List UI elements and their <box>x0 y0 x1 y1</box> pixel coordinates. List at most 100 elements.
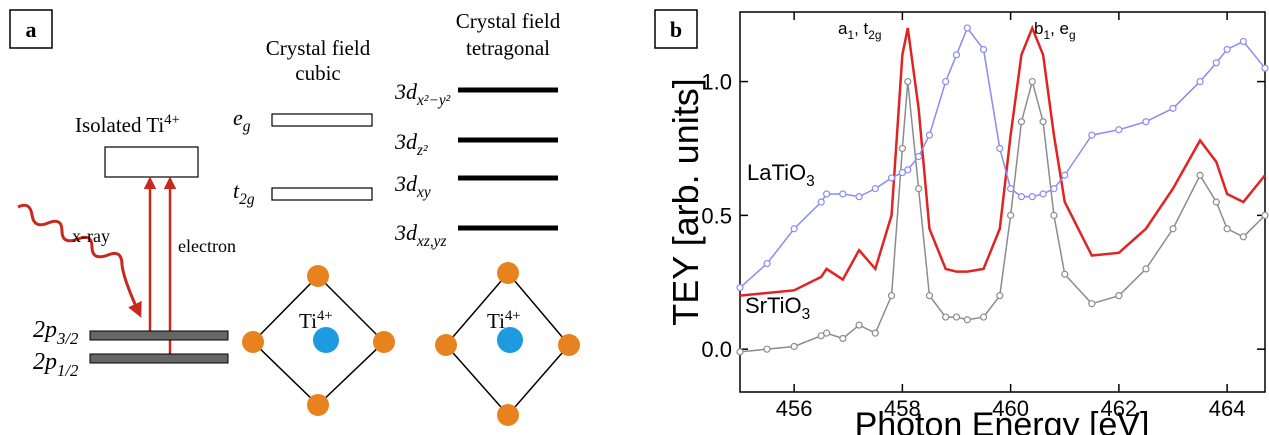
series-marker <box>763 259 771 268</box>
octahedron-cubic: Ti4+ <box>242 265 395 416</box>
series-marker <box>1017 193 1026 201</box>
series-marker <box>790 342 798 351</box>
series-marker <box>1239 37 1247 46</box>
series-marker <box>1039 190 1047 198</box>
series-marker <box>1196 171 1204 179</box>
series-marker <box>925 131 934 139</box>
level-box <box>271 187 373 201</box>
titanium <box>497 327 523 353</box>
series-marker <box>1142 265 1150 273</box>
series-marker <box>1007 211 1015 219</box>
electron-label: electron <box>178 236 236 256</box>
tetragonal-title: Crystal field <box>456 9 561 33</box>
core-level <box>89 330 229 341</box>
series-marker <box>925 292 934 300</box>
series-marker <box>1212 198 1220 206</box>
panel-label: a <box>26 17 37 42</box>
series-marker <box>1039 118 1047 126</box>
oxygen <box>307 265 329 287</box>
series-marker <box>736 348 744 356</box>
level-label: 3dx²−y² <box>394 79 451 109</box>
series-line <box>739 24 1266 297</box>
series-marker <box>887 174 896 182</box>
x-tick-label: 458 <box>884 396 921 421</box>
series-marker <box>979 313 988 321</box>
t2g-label: t2g <box>233 178 255 208</box>
y-tick-label: 0.0 <box>701 337 732 362</box>
oxygen <box>497 262 519 284</box>
oxygen <box>558 334 580 356</box>
series-marker <box>839 334 847 343</box>
panel-b: b TEY [arb. units] Photon Energy [eV] La… <box>654 9 1269 435</box>
octahedron-tetragonal: Ti4+ <box>435 262 580 426</box>
series-marker <box>1261 211 1269 219</box>
series-marker <box>952 51 961 59</box>
series-marker <box>817 332 825 340</box>
series-marker <box>963 24 971 32</box>
series-marker <box>1115 292 1123 300</box>
series-marker <box>1239 233 1247 241</box>
series-marker <box>1088 131 1096 139</box>
oxygen <box>373 331 395 353</box>
series-marker <box>855 193 863 201</box>
panel-label: b <box>670 17 682 42</box>
series-marker <box>915 185 923 193</box>
oxygen <box>497 404 519 426</box>
annotation: a1, t2g <box>838 19 882 42</box>
x-tick-label: 462 <box>1101 396 1138 421</box>
cubic-title: cubic <box>295 61 340 85</box>
series-marker <box>1017 118 1026 126</box>
panel-label-box <box>654 9 698 49</box>
panel-a: a Crystal field cubic Crystal field tetr… <box>9 9 580 426</box>
series-marker <box>871 329 879 337</box>
series-marker <box>1169 225 1177 233</box>
series-marker <box>871 185 879 193</box>
tetragonal-levels: 3dx²−y² 3dz² 3dxy 3dxz,yz <box>394 79 451 250</box>
series-marker <box>736 284 744 292</box>
series-marker <box>1028 77 1036 86</box>
panel-label-box <box>9 9 53 49</box>
series-marker <box>1088 300 1096 308</box>
annotation: LaTiO3 <box>747 160 815 190</box>
series-marker <box>1050 211 1058 219</box>
series-marker <box>1196 77 1204 86</box>
level-label: 3dxy <box>394 171 431 201</box>
x-axis-label: Photon Energy [eV] <box>855 406 1150 435</box>
series-marker <box>817 198 825 206</box>
core-level <box>89 353 229 364</box>
series-marker <box>1261 64 1269 72</box>
y-axis-label: TEY [arb. units] <box>665 78 706 325</box>
xray-label: x-ray <box>72 226 110 246</box>
series-line <box>739 26 1266 289</box>
tetragonal-lines <box>458 87 558 231</box>
oxygen <box>435 334 457 356</box>
ion-label: Ti4+ <box>299 308 333 333</box>
series-marker <box>915 152 923 161</box>
series-marker <box>942 77 950 86</box>
series-marker <box>1115 126 1123 134</box>
plot-frame <box>739 11 1266 393</box>
annotation: b1, eg <box>1034 19 1076 42</box>
p32-label: 2p3/2 <box>33 317 79 348</box>
level-box <box>104 146 199 178</box>
y-tick-label: 1.0 <box>701 70 732 95</box>
series-marker <box>790 225 798 233</box>
series-marker <box>1028 193 1036 201</box>
xray-wave <box>17 203 142 318</box>
series-marker <box>1169 104 1177 112</box>
series-marker <box>996 144 1004 153</box>
series-marker <box>887 292 896 300</box>
series-marker <box>904 166 912 174</box>
series-marker <box>898 168 906 177</box>
tetragonal-title: tetragonal <box>466 36 550 60</box>
series-marker <box>1061 270 1069 278</box>
ion-label: Ti4+ <box>487 308 521 333</box>
annotation: SrTiO3 <box>745 293 810 323</box>
series-marker <box>1061 171 1069 179</box>
level-box <box>271 113 373 127</box>
series-marker <box>942 313 950 321</box>
x-tick-label: 456 <box>776 396 813 421</box>
titanium <box>313 327 339 353</box>
y-tick-label: 0.5 <box>701 203 732 228</box>
